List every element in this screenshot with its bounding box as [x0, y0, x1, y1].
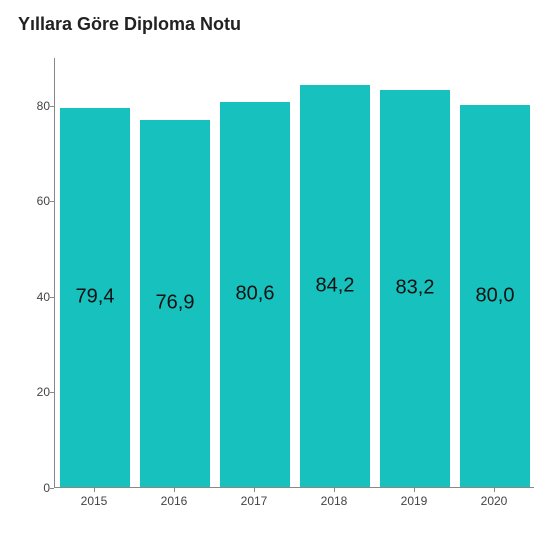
- x-tick-label: 2015: [81, 494, 108, 508]
- bar: 80,6: [220, 102, 290, 487]
- y-tick-mark: [50, 106, 54, 107]
- bar-value-label: 80,0: [460, 284, 530, 307]
- bar: 80,0: [460, 105, 530, 487]
- x-tick-label: 2016: [161, 494, 188, 508]
- y-tick-mark: [50, 297, 54, 298]
- y-tick-label: 0: [10, 481, 50, 495]
- x-tick-mark: [254, 488, 255, 492]
- x-tick-mark: [414, 488, 415, 492]
- y-tick-mark: [50, 392, 54, 393]
- bar-value-label: 84,2: [300, 274, 370, 297]
- bar-value-label: 79,4: [60, 286, 130, 309]
- y-tick-label: 80: [10, 99, 50, 113]
- x-tick-label: 2017: [241, 494, 268, 508]
- bar-value-label: 76,9: [140, 292, 210, 315]
- x-tick-label: 2020: [481, 494, 508, 508]
- bar-value-label: 83,2: [380, 277, 450, 300]
- bar-value-label: 80,6: [220, 283, 290, 306]
- bar: 83,2: [380, 90, 450, 488]
- x-tick-mark: [334, 488, 335, 492]
- x-tick-mark: [494, 488, 495, 492]
- y-tick-mark: [50, 488, 54, 489]
- x-tick-mark: [174, 488, 175, 492]
- y-tick-mark: [50, 201, 54, 202]
- y-tick-label: 40: [10, 290, 50, 304]
- chart-title: Yıllara Göre Diploma Notu: [18, 14, 241, 35]
- plot-area: 79,4 76,9 80,6 84,2 83,2 80,0: [54, 58, 534, 488]
- y-tick-label: 60: [10, 194, 50, 208]
- y-tick-label: 20: [10, 385, 50, 399]
- bar: 79,4: [60, 108, 130, 487]
- x-tick-label: 2018: [321, 494, 348, 508]
- x-tick-mark: [94, 488, 95, 492]
- bar: 76,9: [140, 120, 210, 487]
- x-tick-label: 2019: [401, 494, 428, 508]
- bar: 84,2: [300, 85, 370, 487]
